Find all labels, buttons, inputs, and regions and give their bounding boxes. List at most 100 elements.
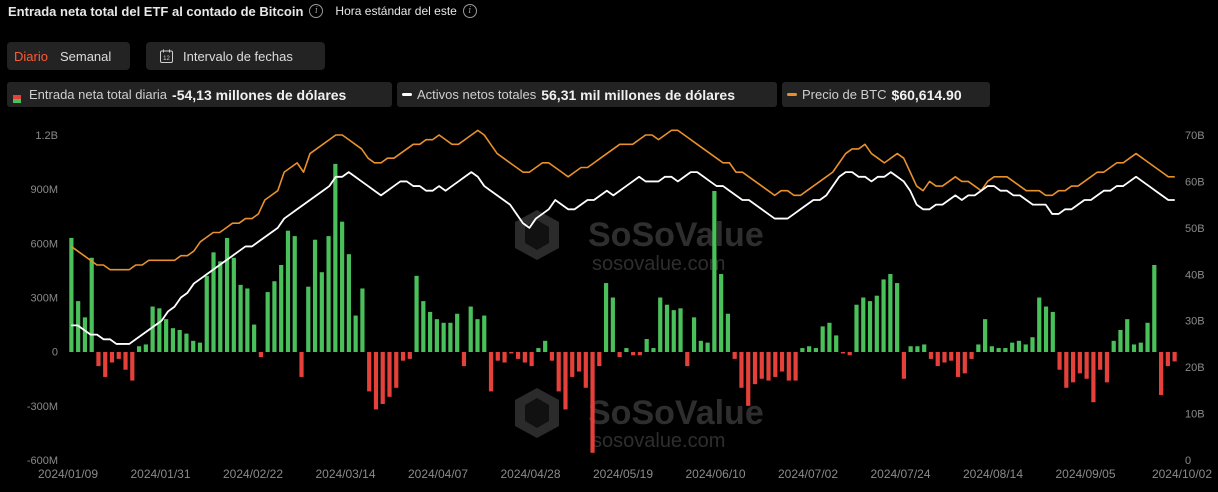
inflow-bar [543, 340, 548, 352]
outflow-bar [96, 352, 101, 367]
inflow-bar [143, 344, 148, 352]
inflow-bar [651, 348, 656, 352]
inflow-bar [211, 252, 216, 352]
outflow-bar [258, 352, 263, 358]
watermark-brand: SoSoValue [588, 216, 764, 254]
inflow-bar [976, 344, 981, 352]
x-tick-label: 2024/02/22 [223, 467, 283, 481]
outflow-bar [123, 352, 128, 370]
outflow-bar [773, 352, 778, 377]
outflow-bar [928, 352, 934, 359]
inflow-bar [82, 317, 88, 352]
date-range-button[interactable]: 12 Intervalo de fechas [146, 42, 325, 70]
outflow-bar [394, 352, 399, 388]
legend-daily-flow-label: Entrada neta total diaria [29, 87, 168, 102]
outflow-bar [400, 352, 406, 361]
watermark-url: sosovalue.com [592, 253, 725, 275]
outflow-bar [746, 352, 751, 406]
inflow-bar [1145, 322, 1150, 352]
y-left-tick-label: 900M [30, 184, 58, 196]
outflow-bar [1098, 352, 1103, 370]
outflow-bar [576, 352, 582, 372]
inflow-bar [671, 310, 676, 352]
outflow-bar [969, 352, 974, 359]
inflow-bar [455, 313, 460, 352]
inflow-bar [448, 322, 453, 352]
outflow-bar [556, 352, 561, 392]
outflow-bar [103, 352, 108, 377]
y-right-tick-label: 70B [1185, 130, 1205, 142]
legend-btc-price[interactable]: Precio de BTC $60,614.90 [782, 82, 990, 107]
inflow-bar [482, 315, 487, 352]
outflow-bar [962, 352, 967, 374]
inflow-bar [157, 308, 162, 352]
svg-text:12: 12 [163, 56, 170, 62]
legend-daily-flow[interactable]: Entrada neta total diaria -54,13 millone… [7, 82, 392, 107]
legend-net-assets[interactable]: Activos netos totales 56,31 mil millones… [397, 82, 777, 107]
outflow-bar [1172, 352, 1177, 362]
inflow-bar [360, 288, 365, 352]
inflow-bar [184, 333, 189, 352]
legend-net-assets-label: Activos netos totales [417, 87, 537, 102]
inflow-bar [346, 254, 351, 352]
outflow-bar [942, 352, 947, 363]
inflow-bar [475, 319, 480, 352]
inflow-bar [705, 342, 710, 352]
inflow-bar [1152, 265, 1157, 352]
outflow-bar [793, 352, 798, 381]
x-tick-label: 2024/01/31 [130, 467, 190, 481]
outflow-bar [529, 352, 534, 367]
btc-price-swatch-icon [787, 93, 797, 96]
weekly-tab[interactable]: Semanal [59, 48, 112, 64]
outflow-bar [130, 352, 135, 381]
period-toggle: Diario Semanal [7, 42, 130, 70]
outflow-bar [373, 352, 379, 410]
watermark-logo-icon [515, 210, 559, 260]
chart-title: Entrada neta total del ETF al contado de… [8, 3, 304, 19]
inflow-bar [218, 261, 223, 352]
inflow-bar [983, 319, 988, 352]
inflow-bar [150, 306, 155, 352]
inflow-bar [265, 292, 270, 352]
inflow-bar [725, 313, 731, 352]
watermark-logo-icon-2 [515, 388, 559, 438]
outflow-bar [786, 352, 791, 381]
inflow-bar [1138, 342, 1143, 352]
inflow-bar [1010, 342, 1015, 352]
outflow-bar [583, 352, 588, 388]
inflow-bar [698, 340, 703, 352]
inflow-bar [644, 339, 649, 352]
x-tick-label: 2024/06/10 [685, 467, 745, 481]
inflow-bar [1023, 344, 1028, 352]
outflow-bar [1084, 352, 1089, 379]
inflow-bar [1050, 311, 1055, 352]
outflow-bar [549, 352, 555, 361]
legend-daily-flow-value: -54,13 millones de dólares [172, 86, 347, 103]
inflow-bar [1043, 306, 1049, 352]
inflow-bar [1125, 319, 1130, 352]
header: Entrada neta total del ETF al contado de… [8, 2, 477, 20]
x-tick-label: 2024/04/28 [500, 467, 560, 481]
outflow-bar [935, 352, 940, 367]
x-tick-label: 2024/07/02 [778, 467, 838, 481]
y-right-tick-label: 40B [1185, 269, 1205, 281]
outflow-bar [752, 352, 758, 385]
inflow-bar [1037, 297, 1042, 352]
daily-tab[interactable]: Diario [14, 48, 48, 64]
x-tick-label: 2024/01/09 [38, 467, 98, 481]
inflow-bar [807, 346, 812, 352]
timezone-info-icon[interactable]: i [462, 4, 477, 18]
y-axis-right: 70B 60B 50B 40B 30B 20B 10B 0 [1185, 130, 1205, 467]
outflow-bar [955, 352, 961, 377]
inflow-bar [1003, 348, 1008, 352]
outflow-bar [637, 352, 643, 356]
y-right-tick-label: 30B [1185, 316, 1205, 328]
y-right-tick-label: 20B [1185, 362, 1205, 374]
inflow-bar [164, 319, 169, 352]
info-icon[interactable]: i [309, 4, 324, 18]
inflow-bar [800, 348, 805, 352]
timezone-label: Hora estándar del este [335, 4, 457, 18]
inflow-bar [340, 221, 345, 352]
watermark-url-2: sosovalue.com [592, 430, 725, 452]
